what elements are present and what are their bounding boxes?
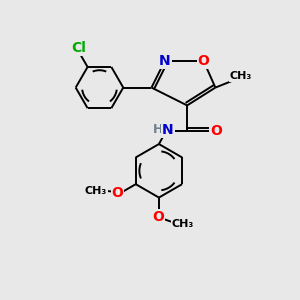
Text: CH₃: CH₃ (230, 71, 252, 81)
Text: O: O (198, 54, 209, 68)
Text: CH₃: CH₃ (85, 186, 107, 196)
Text: N: N (162, 123, 174, 137)
Text: H: H (153, 123, 163, 136)
Text: N: N (159, 54, 171, 68)
Text: O: O (152, 210, 164, 224)
Text: O: O (112, 186, 123, 200)
Text: CH₃: CH₃ (172, 219, 194, 229)
Text: Cl: Cl (71, 41, 86, 55)
Text: O: O (210, 124, 222, 138)
